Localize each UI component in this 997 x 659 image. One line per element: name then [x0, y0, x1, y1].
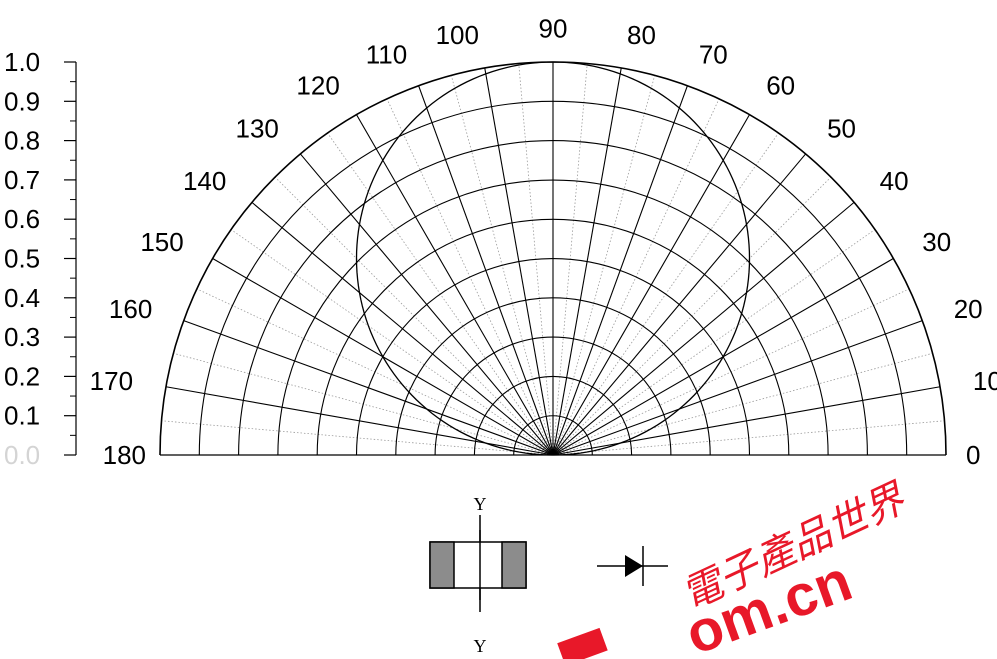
y-label-top: Y	[474, 494, 487, 514]
angle-tick-label: 50	[827, 113, 856, 143]
package-diagram: Y Y	[429, 494, 527, 656]
angle-tick-label: 160	[109, 294, 152, 324]
angle-tick-label: 130	[236, 113, 279, 143]
radial-gridline	[198, 100, 908, 456]
angle-tick-label: 150	[140, 227, 183, 257]
series-line	[355, 61, 751, 456]
radial-tick-label: 1.0	[4, 47, 40, 77]
angle-tick-label: 0	[966, 440, 980, 470]
radial-tick-label: 0.5	[4, 244, 40, 274]
angle-tick-label: 110	[366, 39, 407, 69]
angle-tick-label: 120	[296, 71, 339, 101]
angle-tick-label: 180	[103, 440, 146, 470]
angle-tick-label: 90	[539, 14, 568, 44]
radial-tick-label: 0.8	[4, 126, 40, 156]
package-right-pad	[501, 541, 527, 589]
radial-gridline	[513, 415, 593, 456]
watermark: 電子產品世界 om.cn	[557, 475, 914, 659]
radial-gridline	[434, 336, 672, 456]
radial-tick-label: 0.4	[4, 283, 40, 313]
angle-tick-label: 30	[922, 227, 951, 257]
radial-gridline	[277, 179, 829, 456]
angle-tick-label: 70	[699, 39, 728, 69]
angle-tick-label: 40	[880, 166, 909, 196]
radial-tick-label: 0.9	[4, 86, 40, 116]
angle-labels: 0 10 20 30 40 50 60 70 80 90 100 110 120 130 140 150 160…	[90, 14, 997, 470]
angle-tick-label: 140	[183, 166, 226, 196]
radial-tick-label: 0.2	[4, 361, 40, 391]
radial-gridline	[238, 140, 868, 456]
radial-gridline	[473, 375, 633, 456]
series-layer	[355, 61, 751, 456]
y-label-bottom: Y	[474, 636, 487, 656]
radial-axis: 0.0 0.1 0.2 0.3 0.4 0.5 0.6 0.7 0.8 0.9 1.0	[4, 47, 77, 470]
package-left-pad	[429, 541, 455, 589]
radial-gridline	[395, 297, 711, 456]
angle-tick-label: 60	[766, 71, 795, 101]
angle-tick-label: 80	[627, 20, 656, 50]
angle-tick-label: 170	[90, 366, 133, 396]
radial-tick-label: 0.3	[4, 322, 40, 352]
radial-gridline	[316, 218, 790, 456]
radial-tick-label: 0.1	[4, 401, 40, 431]
watermark-logo-block	[557, 627, 608, 659]
angle-tick-label: 10	[973, 366, 997, 396]
radial-tick-label: 0.0	[4, 440, 40, 470]
angle-tick-label: 20	[954, 294, 983, 324]
radial-tick-label: 0.6	[4, 204, 40, 234]
diode-icon	[597, 546, 668, 586]
radial-gridline	[355, 258, 751, 456]
angle-tick-label: 100	[436, 20, 479, 50]
radial-tick-label: 0.7	[4, 165, 40, 195]
